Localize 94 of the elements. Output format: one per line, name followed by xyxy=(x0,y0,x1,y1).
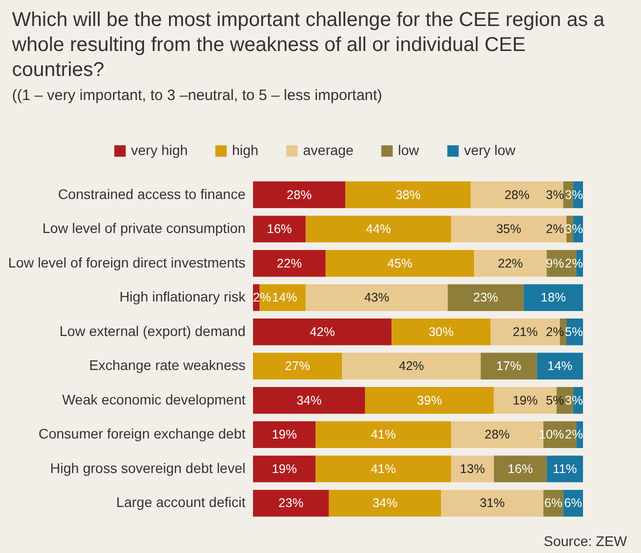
bar xyxy=(474,250,547,277)
chart-subtitle: ((1 – very important, to 3 –neutral, to 5 – less important) xyxy=(11,86,384,104)
bar xyxy=(524,284,583,311)
data-label: 2% xyxy=(546,222,564,236)
data-label: 28% xyxy=(286,188,312,202)
data-label: 3% xyxy=(564,393,584,408)
data-label: 19% xyxy=(272,462,297,476)
y-tick-label: High gross sovereign debt level xyxy=(50,460,246,476)
bar xyxy=(536,352,583,380)
data-label: 23% xyxy=(473,290,498,305)
data-label: 2% xyxy=(252,290,272,305)
data-label: 5% xyxy=(564,324,584,339)
y-tick-label: Constrained access to finance xyxy=(58,186,246,202)
bar xyxy=(316,456,451,482)
data-label: 6% xyxy=(564,496,582,510)
data-label: 17% xyxy=(496,359,522,374)
y-tick-label: Consumer foreign exchange debt xyxy=(38,426,246,442)
bar xyxy=(365,387,494,414)
y-tick-label: Large account deficit xyxy=(116,494,246,510)
data-label: 35% xyxy=(496,222,522,236)
chart-title: Which will be the most important challenge for the CEE region as a whole resulting from the weakness of all or individual CEE countries? xyxy=(11,8,606,83)
data-label: 13% xyxy=(460,462,485,476)
data-label: 3% xyxy=(564,188,584,202)
bar xyxy=(253,421,316,448)
bar xyxy=(494,456,547,482)
data-label: 10% xyxy=(538,428,564,442)
data-label: 22% xyxy=(276,256,302,270)
data-label: 9% xyxy=(546,256,564,270)
y-tick-label: Exchange rate weakness xyxy=(89,357,246,374)
bar xyxy=(316,421,451,448)
data-label: 23% xyxy=(278,496,304,510)
bar xyxy=(480,352,537,380)
data-label: 2% xyxy=(546,324,564,339)
y-tick-label: High inflationary risk xyxy=(119,288,246,305)
data-label: 42% xyxy=(310,324,335,339)
data-label: 28% xyxy=(504,188,530,202)
data-label: 5% xyxy=(546,393,564,408)
legend-label: average xyxy=(303,142,354,158)
data-label: 44% xyxy=(366,222,391,236)
data-label: 3% xyxy=(546,188,564,202)
data-label: 34% xyxy=(296,393,322,408)
data-label: 39% xyxy=(417,393,442,408)
data-label: 18% xyxy=(540,290,566,305)
bar xyxy=(253,250,326,277)
data-label: 41% xyxy=(370,462,396,476)
data-label: 34% xyxy=(372,496,398,510)
data-label: 16% xyxy=(508,462,533,476)
bar xyxy=(253,456,316,482)
data-label: 22% xyxy=(498,256,523,270)
bar xyxy=(306,284,448,311)
bar xyxy=(441,490,544,517)
bar xyxy=(328,490,442,517)
bar xyxy=(470,181,564,208)
legend-label: low xyxy=(398,142,420,158)
data-label: 30% xyxy=(428,324,454,339)
data-label: 28% xyxy=(484,428,510,442)
bar xyxy=(253,318,392,346)
bar xyxy=(342,352,481,380)
data-label: 19% xyxy=(512,393,538,408)
y-tick-label: Low level of private consumption xyxy=(42,220,246,236)
bar xyxy=(253,490,329,517)
bar xyxy=(546,456,583,482)
y-tick-label: Low external (export) demand xyxy=(60,322,246,339)
data-label: 14% xyxy=(272,290,298,305)
bar xyxy=(326,250,474,277)
data-label: 14% xyxy=(547,359,572,374)
data-label: 19% xyxy=(272,428,297,442)
y-tick-label: Weak economic development xyxy=(62,391,246,408)
bar xyxy=(253,216,306,242)
data-label: 21% xyxy=(512,324,538,339)
legend-label: very low xyxy=(464,142,516,158)
bar xyxy=(253,387,366,414)
data-label: 42% xyxy=(398,359,424,374)
data-label: 43% xyxy=(364,290,390,305)
source-note: Source: ZEW xyxy=(544,533,627,549)
bar xyxy=(253,181,346,208)
bar xyxy=(392,318,491,346)
data-label: 41% xyxy=(370,428,396,442)
data-label: 38% xyxy=(396,188,421,202)
bar xyxy=(448,284,524,311)
data-label: 11% xyxy=(552,462,577,476)
legend-label: very high xyxy=(131,142,188,158)
data-label: 16% xyxy=(266,222,292,236)
legend-label: high xyxy=(232,142,258,158)
data-label: 6% xyxy=(544,496,562,510)
bar xyxy=(345,181,471,208)
y-tick-label: Low level of foreign direct investments xyxy=(8,254,246,270)
bar xyxy=(253,352,342,380)
bar xyxy=(451,216,566,242)
data-label: 31% xyxy=(480,496,505,510)
bar xyxy=(306,216,451,242)
bar xyxy=(451,456,494,482)
data-label: 27% xyxy=(285,359,310,374)
data-label: 45% xyxy=(387,256,412,270)
